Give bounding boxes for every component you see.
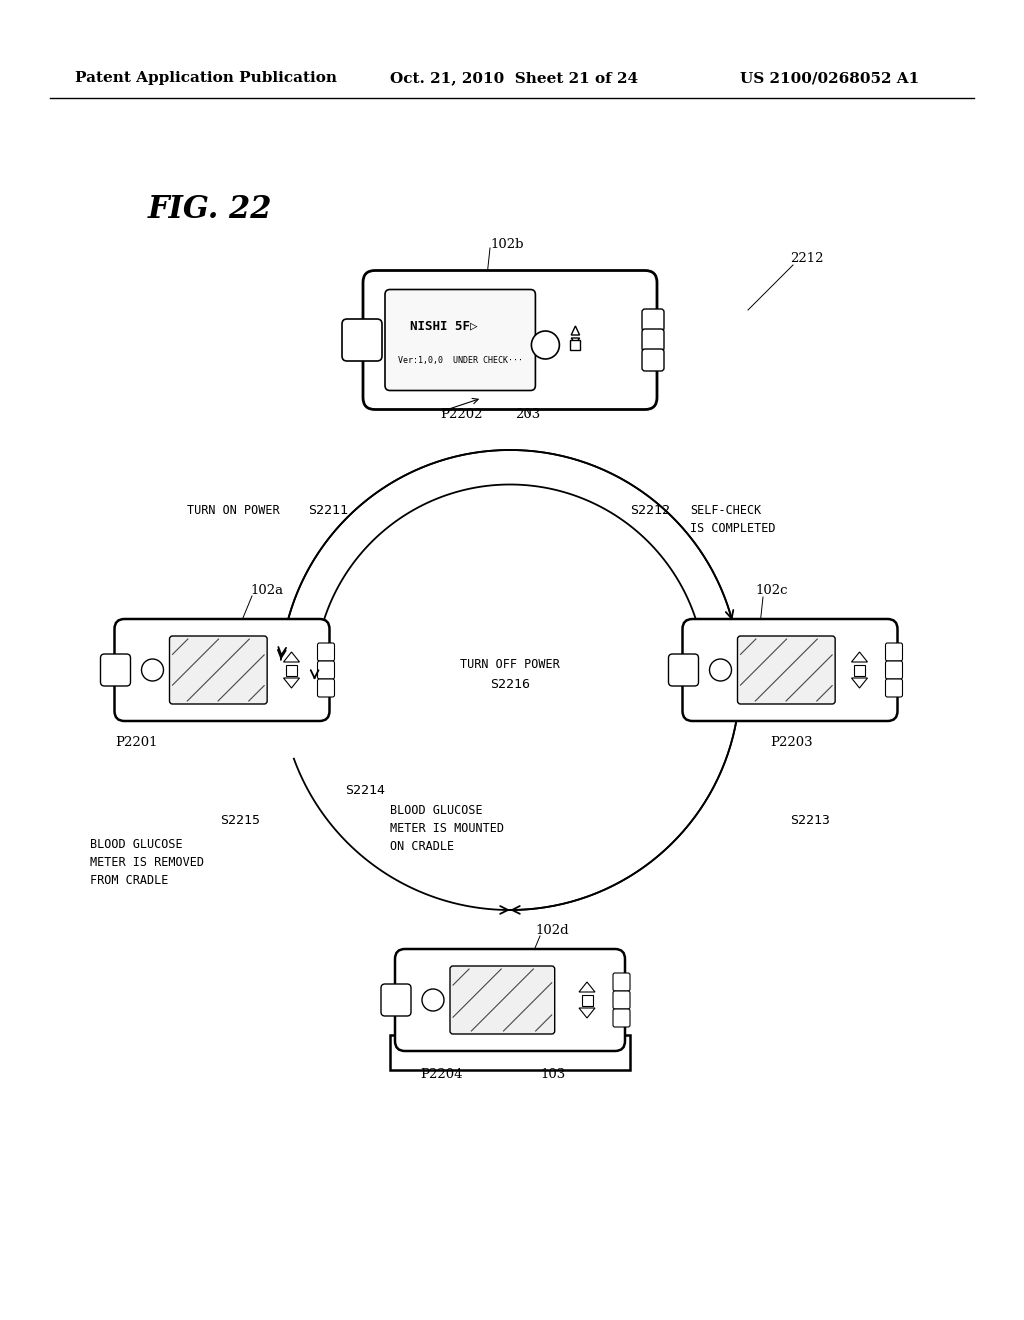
FancyBboxPatch shape — [381, 983, 411, 1016]
Circle shape — [422, 989, 444, 1011]
FancyBboxPatch shape — [317, 678, 335, 697]
FancyBboxPatch shape — [642, 309, 664, 331]
FancyBboxPatch shape — [642, 348, 664, 371]
Text: S2213: S2213 — [790, 813, 830, 826]
Text: FROM CRADLE: FROM CRADLE — [90, 874, 168, 887]
Bar — [570, 341, 581, 350]
FancyBboxPatch shape — [100, 653, 130, 686]
Circle shape — [531, 331, 559, 359]
Text: 102d: 102d — [535, 924, 568, 936]
Text: P2201: P2201 — [115, 735, 158, 748]
FancyBboxPatch shape — [886, 661, 902, 678]
FancyBboxPatch shape — [342, 319, 382, 360]
Text: NISHI 5F▷: NISHI 5F▷ — [410, 319, 477, 333]
FancyBboxPatch shape — [613, 1008, 630, 1027]
Polygon shape — [571, 338, 580, 345]
Text: S2216: S2216 — [490, 678, 530, 692]
Text: METER IS MOUNTED: METER IS MOUNTED — [390, 821, 504, 834]
Polygon shape — [284, 678, 299, 688]
Text: IS COMPLETED: IS COMPLETED — [690, 521, 775, 535]
Text: Ver:1,0,0  UNDER CHECK···: Ver:1,0,0 UNDER CHECK··· — [397, 355, 522, 364]
Text: P2204: P2204 — [420, 1068, 463, 1081]
Polygon shape — [852, 678, 867, 688]
Bar — [854, 664, 865, 676]
FancyBboxPatch shape — [737, 636, 836, 704]
Text: S2212: S2212 — [630, 503, 670, 516]
Bar — [286, 664, 297, 676]
FancyBboxPatch shape — [886, 678, 902, 697]
Text: SELF-CHECK: SELF-CHECK — [690, 503, 761, 516]
Text: TURN ON POWER: TURN ON POWER — [187, 503, 280, 516]
FancyBboxPatch shape — [385, 289, 536, 391]
FancyBboxPatch shape — [613, 973, 630, 991]
Text: P2203: P2203 — [770, 735, 813, 748]
Text: BLOOD GLUCOSE: BLOOD GLUCOSE — [90, 838, 182, 851]
Text: FIG. 22: FIG. 22 — [148, 194, 272, 226]
Text: 102a: 102a — [250, 583, 283, 597]
Circle shape — [141, 659, 164, 681]
Polygon shape — [284, 652, 299, 663]
Text: US 2100/0268052 A1: US 2100/0268052 A1 — [740, 71, 920, 84]
FancyBboxPatch shape — [395, 949, 625, 1051]
Text: 103: 103 — [540, 1068, 565, 1081]
Text: TURN OFF POWER: TURN OFF POWER — [460, 659, 560, 672]
Text: S2211: S2211 — [308, 503, 348, 516]
Polygon shape — [852, 652, 867, 663]
Text: ON CRADLE: ON CRADLE — [390, 840, 454, 853]
Text: 102c: 102c — [755, 583, 787, 597]
FancyBboxPatch shape — [317, 643, 335, 661]
Bar — [582, 994, 593, 1006]
FancyBboxPatch shape — [613, 991, 630, 1008]
Text: 102b: 102b — [490, 239, 523, 252]
Bar — [390, 1035, 630, 1071]
Text: 203: 203 — [515, 408, 541, 421]
FancyBboxPatch shape — [170, 636, 267, 704]
FancyBboxPatch shape — [317, 661, 335, 678]
FancyBboxPatch shape — [669, 653, 698, 686]
FancyBboxPatch shape — [450, 966, 555, 1034]
Polygon shape — [579, 982, 595, 993]
FancyBboxPatch shape — [115, 619, 330, 721]
Text: S2214: S2214 — [345, 784, 385, 796]
Text: Oct. 21, 2010  Sheet 21 of 24: Oct. 21, 2010 Sheet 21 of 24 — [390, 71, 638, 84]
FancyBboxPatch shape — [886, 643, 902, 661]
Text: BLOOD GLUCOSE: BLOOD GLUCOSE — [390, 804, 482, 817]
Circle shape — [710, 659, 731, 681]
Text: 2212: 2212 — [790, 252, 823, 264]
Polygon shape — [579, 1008, 595, 1018]
Text: P2202: P2202 — [440, 408, 482, 421]
FancyBboxPatch shape — [683, 619, 897, 721]
Text: Patent Application Publication: Patent Application Publication — [75, 71, 337, 84]
Text: METER IS REMOVED: METER IS REMOVED — [90, 857, 204, 870]
FancyBboxPatch shape — [642, 329, 664, 351]
Text: S2215: S2215 — [220, 813, 260, 826]
FancyBboxPatch shape — [362, 271, 657, 409]
Polygon shape — [571, 326, 580, 335]
